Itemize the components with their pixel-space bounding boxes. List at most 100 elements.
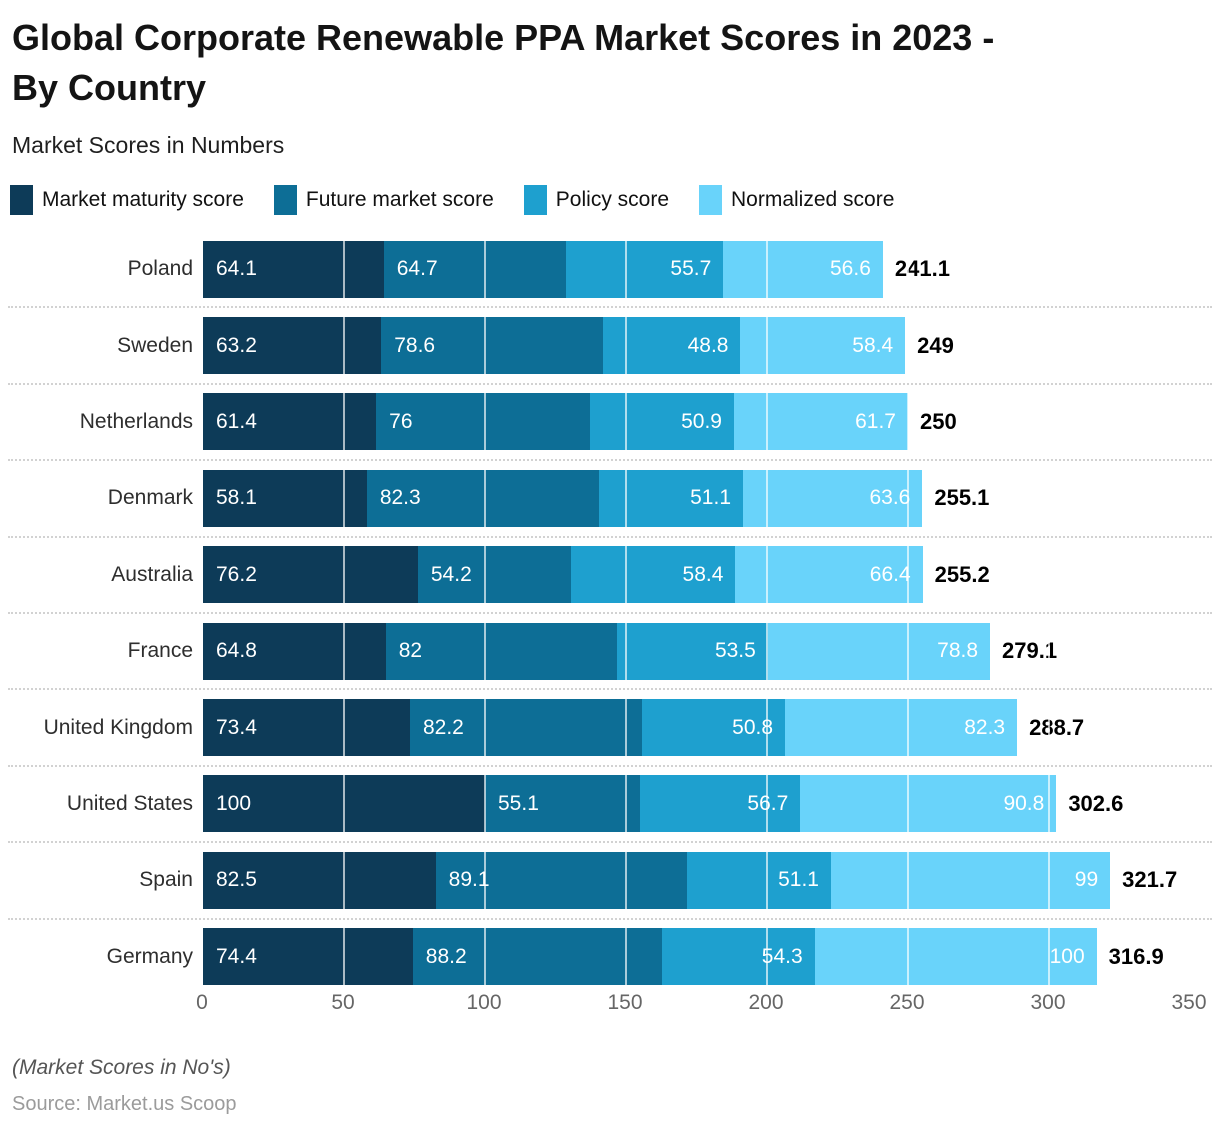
total-value-label: 302.6 [1068, 790, 1124, 816]
bar-segment: 76.2 [203, 546, 418, 604]
chart-row: Netherlands 61.4 76 50.9 61.7 250 [0, 384, 1220, 462]
segment-value-label: 55.1 [498, 791, 539, 815]
chart-row: Denmark 58.1 82.3 51.1 63.6 255.1 [0, 460, 1220, 538]
bar-gridline [1048, 699, 1050, 757]
bar-segment: 82.2 [409, 699, 642, 757]
bar-gridline [766, 393, 768, 451]
stacked-bar: 82.5 89.1 51.1 99 321.7 [203, 851, 1220, 909]
bar-segment: 76 [376, 393, 591, 451]
bar-gridline [907, 393, 909, 451]
bar-gridline [1048, 622, 1050, 680]
segment-value-label: 89.1 [448, 868, 490, 892]
country-label: Australia [111, 562, 193, 586]
legend-item-1[interactable]: Market maturity score [10, 185, 244, 215]
segment-value-label: 74.4 [216, 944, 257, 968]
stacked-bar: 64.1 64.7 55.7 56.6 241.1 [203, 240, 1220, 298]
bar-gridline [343, 622, 345, 680]
segment-value-label: 64.1 [216, 257, 257, 281]
bar-segment: 99 [830, 851, 1111, 909]
bar-segment: 61.4 [203, 393, 377, 451]
x-axis-tick-label: 150 [607, 991, 643, 1014]
country-label: France [127, 639, 193, 663]
bar-gridline [907, 317, 909, 375]
bar-gridline [766, 851, 768, 909]
legend-color-chip [273, 185, 297, 215]
bar-segment: 82.3 [366, 469, 599, 527]
bar-gridline [484, 546, 486, 604]
bar-gridline [907, 775, 909, 833]
chart-rows: Poland 64.1 64.7 55.7 56.6 241.1 Sweden 63.2 78.… [0, 231, 1220, 995]
bar-segment: 56.7 [640, 775, 801, 833]
bar-segment: 51.1 [686, 851, 831, 909]
country-label: Germany [106, 944, 193, 968]
segment-value-label: 55.7 [670, 257, 712, 281]
bar-segment: 54.2 [417, 546, 571, 604]
chart-row: Spain 82.5 89.1 51.1 99 321.7 [0, 842, 1220, 920]
chart-row: Australia 76.2 54.2 58.4 66.4 255.2 [0, 537, 1220, 615]
bar-gridline [766, 775, 768, 833]
segment-value-label: 78.8 [937, 639, 979, 663]
bar-gridline [907, 622, 909, 680]
legend-item-4[interactable]: Normalized score [699, 185, 894, 215]
bar-gridline [343, 546, 345, 604]
segment-value-label: 82 [398, 639, 423, 663]
segment-value-label: 54.3 [761, 944, 803, 968]
bar-gridline [907, 928, 909, 986]
bar-segment: 63.6 [743, 469, 923, 527]
bar-gridline [625, 851, 627, 909]
segment-value-label: 82.2 [422, 715, 464, 739]
bar-gridline [907, 699, 909, 757]
bar-gridline [766, 546, 768, 604]
x-axis-tick-label: 350 [1171, 991, 1207, 1014]
stacked-bar: 58.1 82.3 51.1 63.6 255.1 [203, 469, 1220, 527]
bar-segment: 48.8 [602, 317, 741, 375]
bar-gridline [484, 775, 486, 833]
total-value-label: 279.1 [1002, 638, 1058, 664]
bar-segment: 100 [814, 928, 1097, 986]
bar-segment: 73.4 [203, 699, 410, 757]
segment-value-label: 58.1 [216, 486, 257, 510]
stacked-bar: 76.2 54.2 58.4 66.4 255.2 [203, 546, 1220, 604]
country-label: United Kingdom [43, 715, 193, 739]
chart-title: Global Corporate Renewable PPA Market Sc… [12, 13, 994, 113]
bar-gridline [766, 699, 768, 757]
segment-value-label: 54.2 [430, 562, 472, 586]
bar-gridline [484, 622, 486, 680]
legend: Market maturity score Future market score… [10, 185, 924, 215]
bar-segment: 56.6 [723, 240, 883, 298]
total-value-label: 255.2 [934, 561, 990, 587]
legend-item-label: Normalized score [731, 188, 895, 211]
bar-gridline [484, 317, 486, 375]
chart-row: Germany 74.4 88.2 54.3 100 316.9 [0, 919, 1220, 995]
bar-gridline [343, 317, 345, 375]
legend-item-3[interactable]: Policy score [523, 185, 669, 215]
segment-value-label: 63.2 [216, 333, 257, 357]
bar-gridline [907, 546, 909, 604]
bar-segment: 55.1 [485, 775, 641, 833]
bar-gridline [907, 469, 909, 527]
legend-item-label: Policy score [555, 188, 669, 211]
segment-value-label: 100 [1049, 944, 1085, 968]
stacked-bar: 74.4 88.2 54.3 100 316.9 [203, 928, 1220, 986]
bar-gridline [766, 240, 768, 298]
segment-value-label: 82.3 [964, 715, 1006, 739]
bar-gridline [484, 928, 486, 986]
segment-value-label: 50.9 [681, 409, 722, 433]
bar-segment: 50.9 [590, 393, 734, 451]
chart-row: France 64.8 82 53.5 78.8 279.1 [0, 613, 1220, 691]
chart-row: Poland 64.1 64.7 55.7 56.6 241.1 [0, 231, 1220, 309]
bar-segment: 88.2 [412, 928, 662, 986]
legend-item-2[interactable]: Future market score [273, 185, 494, 215]
bar-gridline [1048, 317, 1050, 375]
legend-color-chip [10, 185, 33, 215]
segment-value-label: 76 [389, 409, 413, 433]
total-value-label: 288.7 [1029, 714, 1085, 740]
segment-value-label: 58.4 [682, 562, 724, 586]
bar-segment: 64.8 [203, 622, 386, 680]
segment-value-label: 63.6 [869, 486, 911, 510]
segment-value-label: 82.3 [379, 486, 421, 510]
segment-value-label: 82.5 [216, 868, 257, 892]
bar-segment: 64.7 [383, 240, 567, 298]
bar-gridline [625, 393, 627, 451]
